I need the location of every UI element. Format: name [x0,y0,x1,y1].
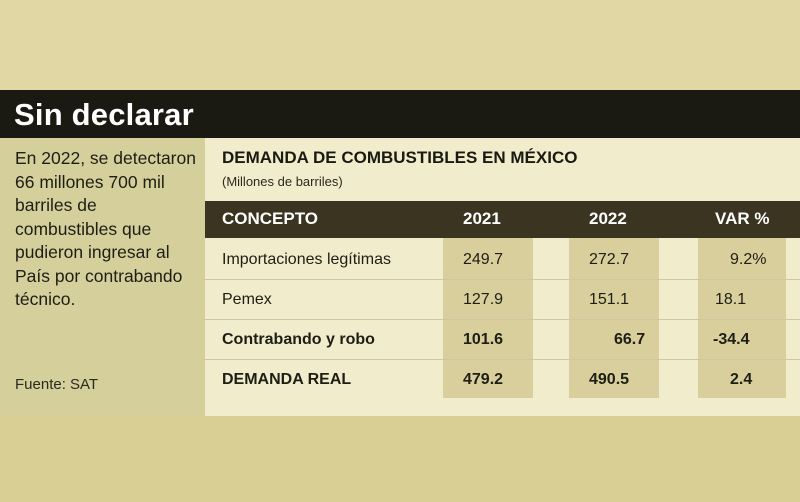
cell-2021: 127.9 [463,291,504,308]
source-note: Fuente: SAT [15,376,99,393]
cell-2022: 272.7 [589,251,630,268]
cell-2021: 101.6 [463,331,504,348]
cell-2022: 66.7 [614,331,646,348]
cell-2022: 490.5 [589,371,630,388]
left-panel [0,138,205,416]
cell-2021: 479.2 [463,371,504,388]
page-title: Sin declarar [14,97,194,132]
header-var: VAR % [715,209,770,228]
table-subtitle: (Millones de barriles) [222,174,343,189]
column-2021-fill [443,238,533,398]
header-2022: 2022 [589,209,627,228]
cell-var: 18.1 [715,291,747,308]
cell-var: 2.4 [730,371,753,388]
column-var-fill [698,238,786,398]
row-divider [205,359,800,360]
table-title: DEMANDA DE COMBUSTIBLES EN MÉXICO [222,148,578,167]
row-divider [205,279,800,280]
cell-2021: 249.7 [463,251,504,268]
row-label-importaciones: Importaciones legítimas [222,251,391,268]
bottom-band [0,416,800,502]
cell-var: -34.4 [713,331,750,348]
header-2021: 2021 [463,209,501,228]
row-label-demanda-real: DEMANDA REAL [222,371,352,388]
header-concepto: CONCEPTO [222,209,319,228]
table-header-row [205,201,800,238]
column-2022-fill [569,238,659,398]
cell-var: 9.2% [730,251,767,268]
cell-2022: 151.1 [589,291,630,308]
row-label-contrabando: Contrabando y robo [222,331,375,348]
description-text: En 2022, se detectaron 66 millones 700 m… [15,148,196,309]
row-divider [205,319,800,320]
title-bar [0,90,800,138]
row-label-pemex: Pemex [222,291,272,308]
top-band [0,0,800,90]
